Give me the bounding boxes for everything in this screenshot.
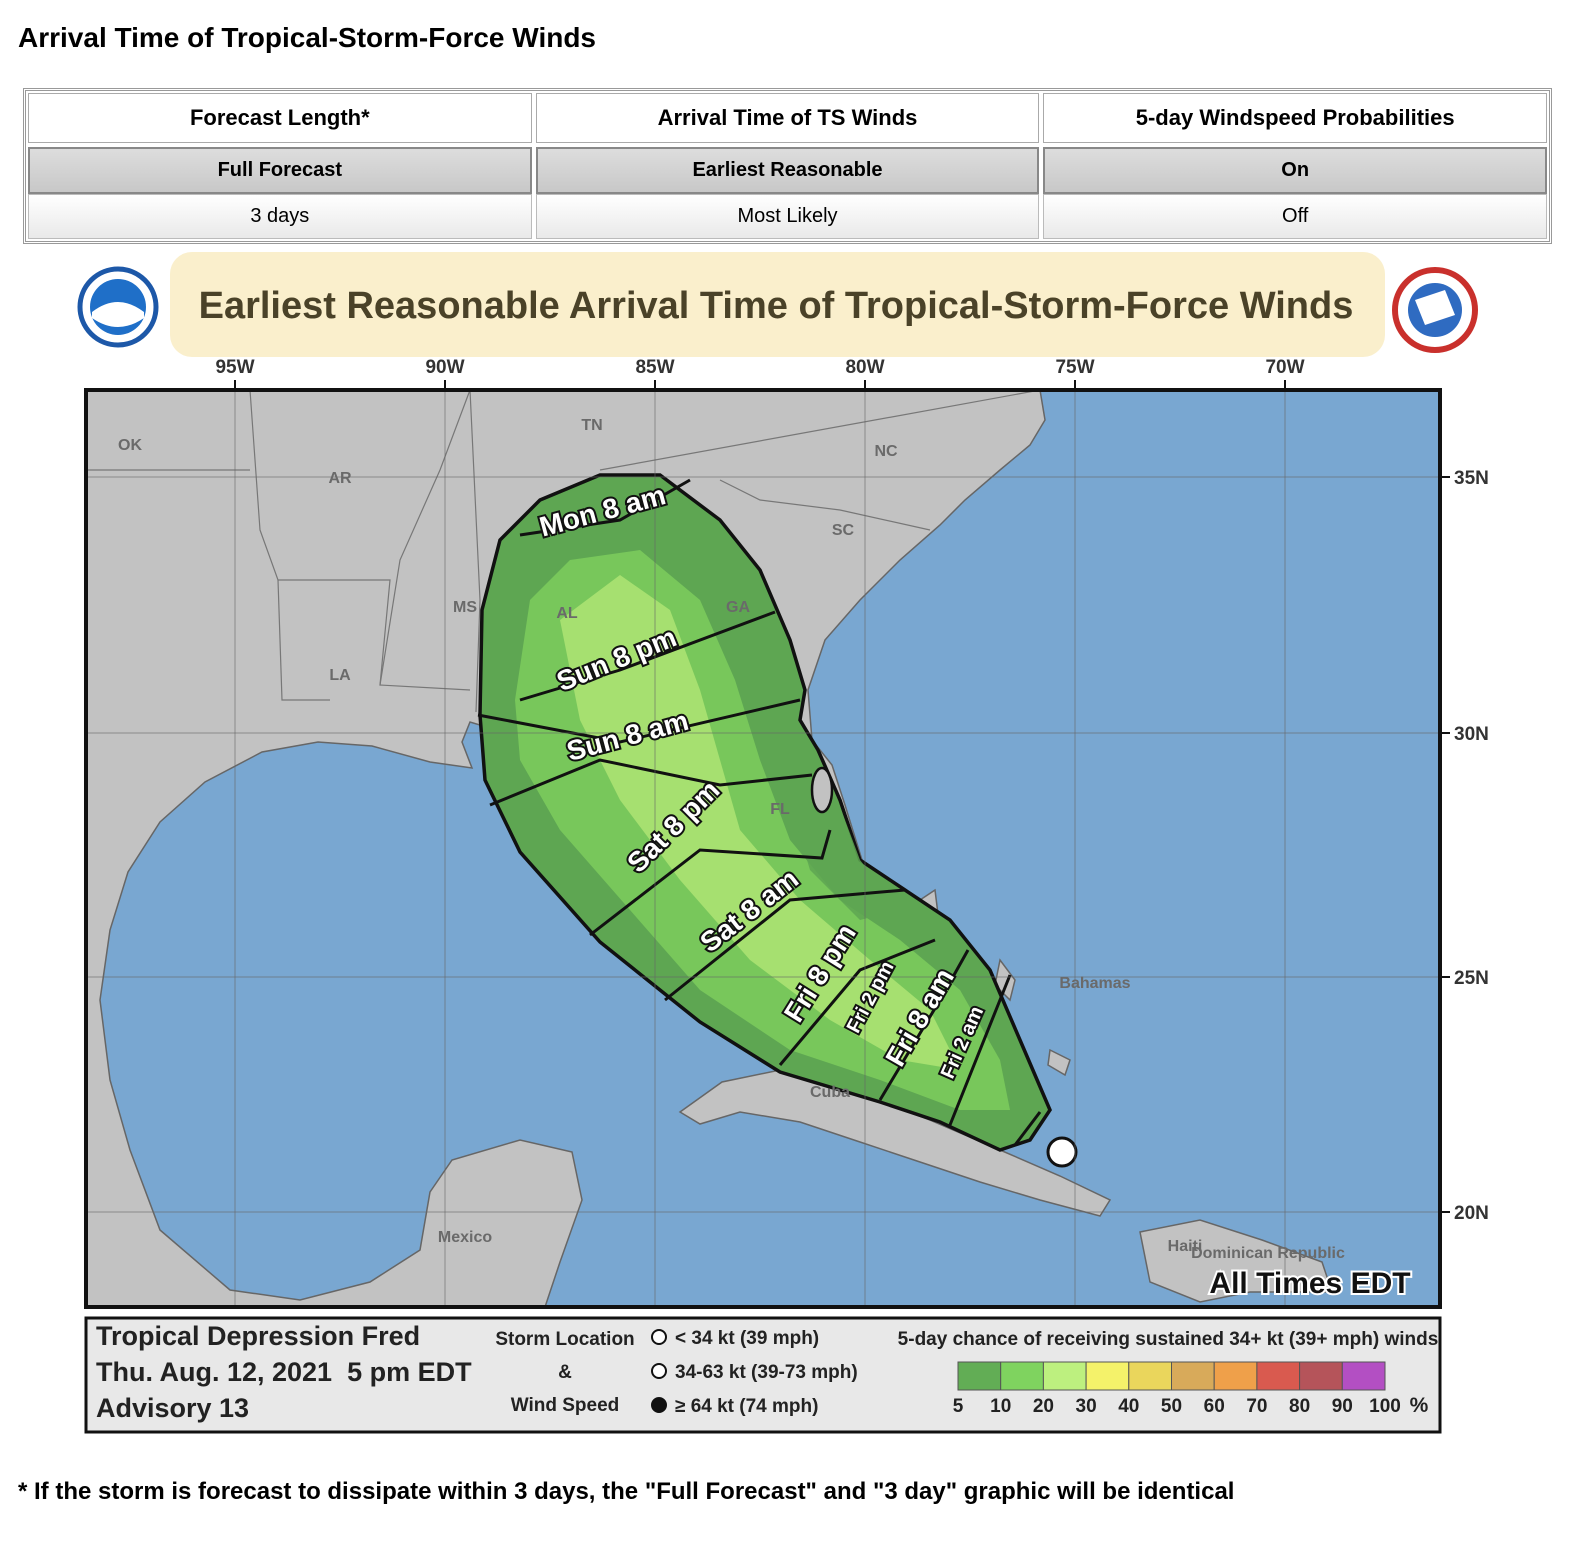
place-label: Haiti xyxy=(1168,1238,1203,1255)
wind-key-item: 34-63 kt (39-73 mph) xyxy=(675,1362,858,1383)
wind-key-heading: Wind Speed xyxy=(511,1395,620,1416)
footnote: * If the storm is forecast to dissipate … xyxy=(18,1478,1235,1505)
map: Earliest Reasonable Arrival Time of Trop… xyxy=(70,250,1510,1445)
place-label: Mexico xyxy=(438,1229,492,1246)
longitude-label: 90W xyxy=(425,357,464,378)
wind-key-item: ≥ 64 kt (74 mph) xyxy=(675,1396,818,1417)
place-label: OK xyxy=(118,437,142,454)
column-header: 5-day Windspeed Probabilities xyxy=(1043,93,1548,143)
place-label: GA xyxy=(726,599,750,616)
storm-location xyxy=(1046,1136,1078,1168)
legend-tick-label: 60 xyxy=(1204,1396,1225,1417)
legend-tick-label: 90 xyxy=(1332,1396,1353,1417)
control-table: Forecast Length* Full Forecast 3 days Arriv… xyxy=(23,88,1552,244)
latitude-label: 20N xyxy=(1454,1203,1489,1224)
legend-swatch xyxy=(1171,1361,1215,1391)
option-button[interactable]: Off xyxy=(1043,194,1548,239)
place-label: NC xyxy=(874,443,898,460)
legend-swatch xyxy=(1213,1361,1258,1391)
map-title: Earliest Reasonable Arrival Time of Trop… xyxy=(199,285,1354,327)
legend-tick-label: 40 xyxy=(1118,1396,1139,1417)
legend-swatch xyxy=(1256,1361,1301,1391)
legend-tick-label: 10 xyxy=(990,1396,1011,1417)
legend-swatch xyxy=(1085,1361,1130,1391)
legend-swatch xyxy=(1042,1361,1087,1391)
longitude-label: 85W xyxy=(635,357,674,378)
place-label: Dominican Republic xyxy=(1191,1245,1345,1262)
legend-swatch xyxy=(957,1361,1002,1391)
advisory: Advisory 13 xyxy=(96,1393,249,1423)
control-column: 5-day Windspeed Probabilities On Off xyxy=(1043,93,1548,239)
place-label: FL xyxy=(770,801,790,818)
longitude-label: 70W xyxy=(1265,357,1304,378)
legend-swatch xyxy=(1000,1361,1044,1391)
issued-time: Thu. Aug. 12, 2021 5 pm EDT xyxy=(96,1357,472,1387)
place-label: TN xyxy=(581,417,602,434)
control-column: Arrival Time of TS Winds Earliest Reasona… xyxy=(535,93,1040,239)
place-label: LA xyxy=(329,667,351,684)
legend-swatch xyxy=(1341,1361,1386,1391)
storm-name: Tropical Depression Fred xyxy=(96,1321,420,1351)
legend-swatch xyxy=(1299,1361,1343,1391)
place-label: Cuba xyxy=(810,1084,850,1101)
legend-unit: % xyxy=(1410,1394,1429,1417)
wind-key-symbol xyxy=(651,1329,667,1345)
place-label: SC xyxy=(832,522,855,539)
latitude-label: 25N xyxy=(1454,968,1489,989)
option-button[interactable]: Most Likely xyxy=(535,194,1040,239)
legend-tick-label: 30 xyxy=(1076,1396,1097,1417)
longitude-label: 95W xyxy=(215,357,254,378)
wind-key-symbol xyxy=(651,1363,667,1379)
place-label: Bahamas xyxy=(1059,975,1130,992)
option-button[interactable]: Full Forecast xyxy=(28,147,532,194)
place-label: AL xyxy=(556,605,578,622)
legend-tick-label: 100 xyxy=(1369,1396,1401,1417)
wind-key-heading: & xyxy=(558,1362,572,1383)
latitude-label: 30N xyxy=(1454,724,1489,745)
timezone-note: All Times EDT xyxy=(1209,1267,1410,1300)
noaa-logo xyxy=(77,266,159,348)
longitude-label: 80W xyxy=(845,357,884,378)
legend-tick-label: 20 xyxy=(1033,1396,1054,1417)
longitude-label: 75W xyxy=(1055,357,1094,378)
option-button[interactable]: On xyxy=(1043,147,1548,194)
column-header: Forecast Length* xyxy=(28,93,532,143)
title-highlight xyxy=(170,252,1385,357)
forecast-cone xyxy=(478,473,1052,1152)
option-button[interactable]: Earliest Reasonable xyxy=(535,147,1040,194)
place-label: MS xyxy=(453,599,477,616)
legend-tick-label: 70 xyxy=(1246,1396,1267,1417)
legend-swatch xyxy=(1128,1361,1173,1391)
page-title: Arrival Time of Tropical-Storm-Force Win… xyxy=(18,22,597,53)
lake xyxy=(810,766,834,814)
wind-key-symbol xyxy=(651,1397,667,1413)
isochrone-lines xyxy=(477,478,1042,1146)
wind-key-item: < 34 kt (39 mph) xyxy=(675,1328,819,1349)
map-frame xyxy=(84,388,1442,1309)
latitude-label: 35N xyxy=(1454,468,1489,489)
legend-tick-label: 50 xyxy=(1161,1396,1182,1417)
legend-tick-label: 5 xyxy=(953,1396,964,1417)
place-label: AR xyxy=(328,470,352,487)
nws-logo xyxy=(1392,267,1478,353)
column-header: Arrival Time of TS Winds xyxy=(535,93,1040,143)
legend-title: 5-day chance of receiving sustained 34+ … xyxy=(898,1329,1439,1350)
legend-tick-label: 80 xyxy=(1289,1396,1310,1417)
map-body: OK AR TN NC SC MS AL GA LA FL Bahamas Cuba Mexico Hai… xyxy=(85,389,1440,1308)
option-button[interactable]: 3 days xyxy=(28,194,532,239)
control-column: Forecast Length* Full Forecast 3 days xyxy=(28,93,532,239)
wind-key-heading: Storm Location xyxy=(495,1329,634,1350)
